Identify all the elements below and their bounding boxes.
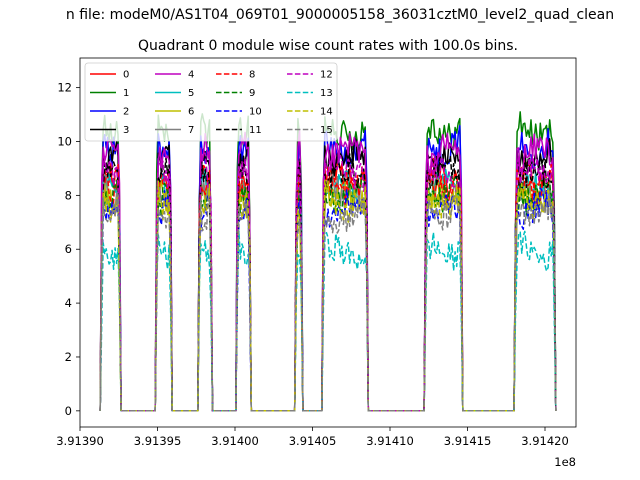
legend-label: 14 bbox=[320, 107, 333, 118]
legend-entry-3: 3 bbox=[90, 125, 129, 136]
legend-label: 4 bbox=[188, 70, 194, 81]
legend-entry-7: 7 bbox=[155, 125, 194, 136]
y-tick-label: 2 bbox=[65, 350, 72, 364]
legend-entry-0: 0 bbox=[90, 70, 129, 81]
legend-label: 15 bbox=[320, 125, 333, 136]
x-tick-label: 3.91390 bbox=[56, 434, 104, 448]
legend-label: 1 bbox=[123, 88, 129, 99]
x-tick-label: 3.91415 bbox=[444, 434, 492, 448]
legend-entry-6: 6 bbox=[155, 107, 194, 118]
y-tick-label: 0 bbox=[65, 404, 72, 418]
legend-label: 8 bbox=[249, 70, 255, 81]
x-tick-label: 3.91410 bbox=[366, 434, 414, 448]
plot-series bbox=[99, 111, 557, 412]
x-tick-label: 3.91405 bbox=[289, 434, 337, 448]
series-line-12 bbox=[99, 149, 557, 412]
legend-label: 0 bbox=[123, 70, 129, 81]
legend-entry-11: 11 bbox=[216, 125, 262, 136]
series-line-10 bbox=[99, 187, 557, 412]
x-offset-label: 1e8 bbox=[554, 455, 576, 469]
legend-label: 7 bbox=[188, 125, 194, 136]
axes-title: Quadrant 0 module wise count rates with … bbox=[138, 38, 518, 54]
series-line-15 bbox=[99, 193, 557, 412]
series-line-11 bbox=[99, 153, 557, 412]
legend-label: 13 bbox=[320, 88, 333, 99]
legend-entry-5: 5 bbox=[155, 88, 194, 99]
legend-entry-8: 8 bbox=[216, 70, 255, 81]
legend-entry-14: 14 bbox=[287, 107, 333, 118]
legend-entry-1: 1 bbox=[90, 88, 129, 99]
legend-label: 11 bbox=[249, 125, 262, 136]
legend-entry-2: 2 bbox=[90, 107, 129, 118]
legend-label: 6 bbox=[188, 107, 194, 118]
y-tick-label: 10 bbox=[57, 134, 72, 148]
legend-entry-4: 4 bbox=[155, 70, 194, 81]
x-tick-label: 3.91420 bbox=[521, 434, 569, 448]
series-line-4 bbox=[99, 130, 557, 412]
axes: 3.91390 3.91395 3.91400 3.91405 3.91410 3.914… bbox=[56, 57, 577, 469]
legend-entry-15: 15 bbox=[287, 125, 333, 136]
series-line-14 bbox=[99, 179, 557, 412]
x-tick-label: 3.91400 bbox=[211, 434, 259, 448]
legend-label: 3 bbox=[123, 125, 129, 136]
legend-entry-10: 10 bbox=[216, 107, 262, 118]
legend-entry-12: 12 bbox=[287, 70, 333, 81]
legend-entry-13: 13 bbox=[287, 88, 333, 99]
legend-label: 5 bbox=[188, 88, 194, 99]
legend-label: 12 bbox=[320, 70, 333, 81]
y-tick-label: 8 bbox=[65, 188, 72, 202]
y-tick-label: 4 bbox=[65, 296, 72, 310]
series-line-8 bbox=[99, 163, 557, 412]
legend-label: 10 bbox=[249, 107, 262, 118]
legend-box bbox=[84, 62, 338, 142]
legend-entry-9: 9 bbox=[216, 88, 255, 99]
legend-label: 9 bbox=[249, 88, 255, 99]
figure-suptitle: n file: modeM0/AS1T04_069T01_9000005158_… bbox=[66, 7, 614, 23]
x-tick-label: 3.91395 bbox=[134, 434, 182, 448]
y-tick-label: 12 bbox=[57, 81, 72, 95]
axes-frame bbox=[79, 57, 577, 428]
y-tick-label: 6 bbox=[65, 242, 72, 256]
series-line-13 bbox=[99, 230, 557, 412]
legend-label: 2 bbox=[123, 107, 129, 118]
